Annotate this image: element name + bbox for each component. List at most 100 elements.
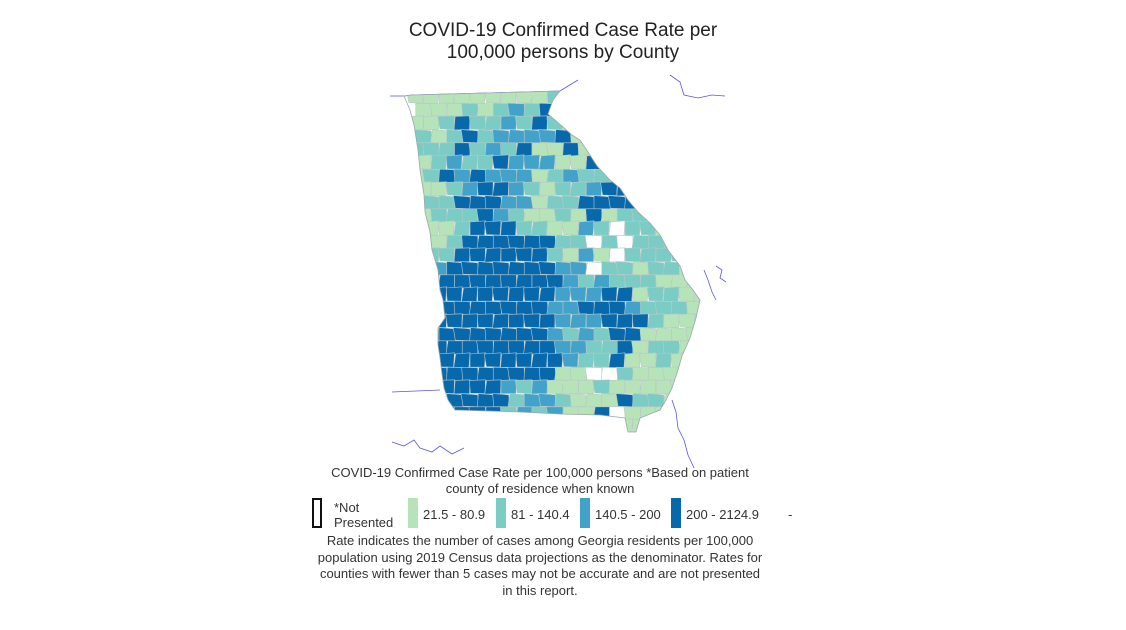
county bbox=[421, 168, 440, 183]
county bbox=[593, 91, 610, 104]
county bbox=[406, 220, 424, 236]
county bbox=[422, 274, 440, 289]
county bbox=[601, 234, 619, 250]
county bbox=[531, 115, 548, 131]
county bbox=[500, 274, 517, 289]
county bbox=[485, 168, 502, 183]
county bbox=[632, 418, 649, 432]
county bbox=[562, 168, 580, 183]
county bbox=[577, 91, 595, 104]
county bbox=[647, 102, 665, 117]
county bbox=[616, 154, 634, 171]
county bbox=[662, 208, 680, 223]
legend-swatch-class-1 bbox=[408, 498, 418, 528]
county bbox=[601, 393, 619, 408]
county bbox=[562, 195, 580, 210]
county bbox=[624, 247, 641, 262]
county bbox=[593, 300, 611, 316]
county bbox=[538, 366, 557, 381]
county bbox=[516, 327, 534, 342]
county bbox=[508, 154, 525, 170]
county bbox=[607, 195, 627, 210]
county bbox=[639, 115, 657, 131]
county bbox=[655, 247, 672, 262]
county bbox=[460, 261, 480, 276]
county bbox=[616, 340, 634, 355]
county bbox=[469, 247, 486, 262]
county bbox=[624, 220, 641, 236]
county bbox=[437, 247, 455, 262]
county bbox=[469, 115, 486, 130]
county bbox=[500, 220, 517, 236]
county bbox=[608, 91, 626, 105]
county bbox=[515, 406, 533, 421]
county bbox=[539, 208, 556, 223]
county bbox=[422, 327, 441, 342]
county bbox=[415, 366, 433, 381]
county bbox=[554, 129, 573, 144]
county bbox=[616, 102, 634, 117]
county bbox=[499, 168, 518, 183]
county bbox=[538, 393, 557, 408]
county bbox=[523, 286, 541, 302]
county bbox=[638, 91, 657, 104]
county bbox=[608, 379, 626, 395]
county bbox=[670, 300, 688, 316]
county bbox=[569, 181, 587, 197]
county bbox=[452, 327, 472, 342]
county bbox=[429, 102, 448, 117]
county bbox=[670, 142, 688, 157]
county bbox=[508, 313, 525, 328]
county bbox=[693, 261, 700, 276]
county bbox=[639, 274, 657, 289]
county bbox=[562, 274, 579, 289]
county bbox=[678, 366, 696, 382]
county bbox=[585, 208, 603, 223]
county bbox=[468, 274, 486, 289]
county bbox=[616, 234, 634, 249]
county bbox=[646, 286, 665, 302]
county bbox=[570, 102, 588, 117]
county bbox=[500, 115, 517, 130]
county bbox=[554, 102, 572, 118]
county bbox=[406, 352, 424, 368]
county bbox=[654, 327, 673, 342]
county bbox=[430, 261, 449, 276]
county bbox=[430, 208, 448, 223]
county bbox=[546, 115, 564, 130]
county bbox=[592, 379, 610, 394]
county bbox=[678, 154, 696, 170]
county bbox=[530, 220, 548, 237]
county bbox=[531, 168, 549, 183]
county bbox=[469, 327, 487, 342]
county bbox=[477, 418, 494, 432]
county bbox=[607, 327, 627, 342]
county bbox=[685, 220, 700, 237]
county bbox=[624, 352, 641, 368]
county bbox=[655, 352, 672, 368]
county bbox=[670, 352, 688, 368]
county bbox=[476, 181, 494, 196]
county bbox=[693, 154, 700, 171]
county bbox=[522, 313, 541, 328]
county bbox=[677, 181, 696, 196]
county bbox=[655, 115, 672, 130]
county bbox=[647, 208, 665, 223]
county bbox=[461, 208, 479, 223]
county bbox=[539, 181, 556, 197]
county bbox=[461, 154, 479, 171]
county bbox=[469, 195, 487, 210]
county bbox=[554, 261, 573, 276]
county bbox=[623, 406, 641, 421]
county bbox=[608, 300, 626, 315]
county bbox=[406, 247, 424, 263]
county bbox=[646, 418, 665, 432]
county bbox=[499, 195, 518, 210]
county bbox=[407, 300, 425, 315]
county bbox=[453, 247, 471, 263]
county bbox=[530, 195, 549, 210]
county bbox=[624, 195, 642, 210]
county bbox=[546, 300, 564, 316]
county bbox=[577, 220, 595, 236]
county bbox=[507, 366, 526, 381]
